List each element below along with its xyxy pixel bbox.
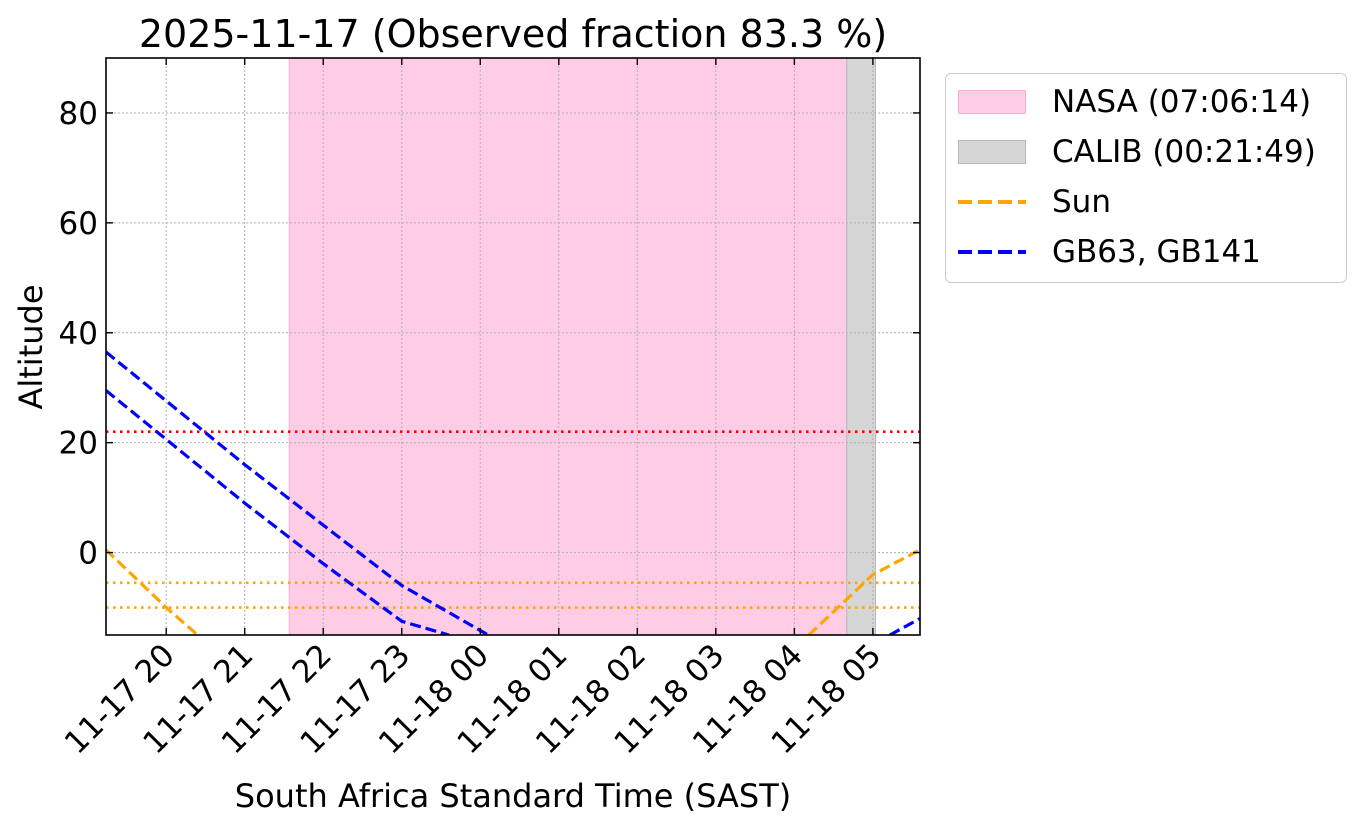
observation-spans <box>288 58 877 635</box>
sun-swatch <box>958 190 1026 214</box>
plot-frame <box>105 57 921 636</box>
series-line-sun <box>106 548 199 635</box>
legend-item-nasa: NASA (07:06:14) <box>958 82 1311 122</box>
axis-ticks <box>106 58 920 635</box>
y-tick-label: 0 <box>78 536 98 572</box>
altitude-curves <box>106 350 920 635</box>
legend-item-sun: Sun <box>958 182 1111 222</box>
legend-label-calib: CALIB (00:21:49) <box>1052 134 1316 170</box>
span-calib <box>846 58 877 635</box>
series-line-targets <box>106 389 450 635</box>
y-tick-label: 60 <box>59 206 98 242</box>
chart-title: 2025-11-17 (Observed fraction 83.3 %) <box>139 12 887 56</box>
targets-swatch <box>958 240 1026 264</box>
nasa-swatch <box>958 90 1026 114</box>
y-tick-labels: 0 20 40 60 80 <box>59 96 98 572</box>
grid-lines <box>106 58 920 635</box>
calib-swatch <box>958 140 1026 164</box>
reference-lines <box>106 430 920 609</box>
legend-label-nasa: NASA (07:06:14) <box>1052 84 1312 120</box>
series-line-targets <box>889 617 920 635</box>
y-tick-label: 40 <box>59 316 98 352</box>
legend: NASA (07:06:14) CALIB (00:21:49) Sun GB6… <box>945 73 1347 283</box>
span-nasa <box>288 58 848 635</box>
y-tick-label: 80 <box>59 96 98 132</box>
series-line-sun <box>807 548 920 635</box>
y-tick-label: 20 <box>59 426 98 462</box>
series-line-targets <box>106 350 489 635</box>
legend-label-targets: GB63, GB141 <box>1052 234 1261 270</box>
y-axis-label: Altitude <box>12 284 50 409</box>
legend-item-calib: CALIB (00:21:49) <box>958 132 1316 172</box>
legend-item-targets: GB63, GB141 <box>958 232 1261 272</box>
legend-label-sun: Sun <box>1052 184 1111 220</box>
x-axis-label: South Africa Standard Time (SAST) <box>235 777 791 815</box>
